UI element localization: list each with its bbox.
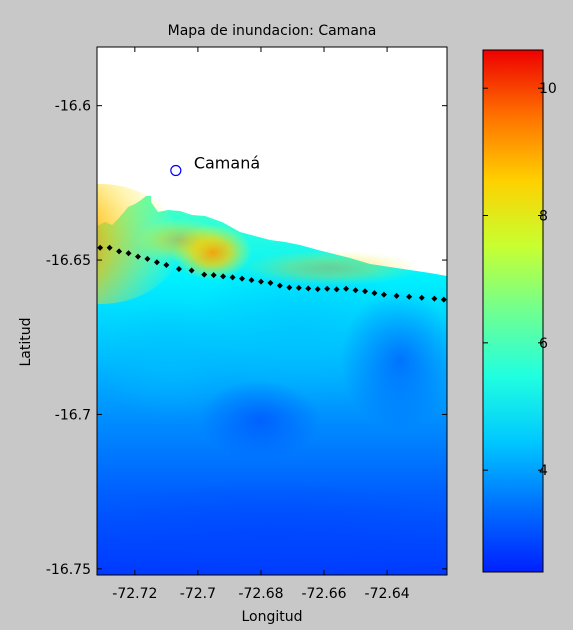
x-tick-label: -72.64 <box>365 586 410 602</box>
coastline-point <box>257 278 264 285</box>
coastline-point <box>239 275 246 282</box>
coastline-point <box>286 284 293 291</box>
x-tick-label: -72.66 <box>301 586 346 602</box>
coastline-point <box>431 295 438 302</box>
coastline-point <box>116 248 123 255</box>
hot-spot <box>240 250 420 286</box>
city-label: Camaná <box>194 154 260 173</box>
colorbar-ticks: 4 6 8 10 <box>483 81 557 479</box>
coastline-point <box>153 259 160 266</box>
coastline-point <box>106 244 113 251</box>
coastline-point <box>324 285 331 292</box>
x-tick-label: -72.72 <box>112 586 157 602</box>
coastline-point <box>188 267 195 274</box>
coastline-point <box>248 277 255 284</box>
coastline-point <box>175 266 182 273</box>
colorbar-tick-label: 4 <box>539 463 548 479</box>
coastline-point <box>352 287 359 294</box>
city-marker <box>170 164 182 177</box>
chart-title: Mapa de inundacion: Camana <box>168 23 377 39</box>
y-axis-label: Latitud <box>18 317 34 366</box>
coastline-point <box>134 253 141 260</box>
cool-lobe <box>100 300 240 420</box>
coastline-point <box>362 288 369 295</box>
coastline-point <box>144 255 151 262</box>
city-annotation-layer: Camaná <box>170 154 260 177</box>
coastline-point <box>343 285 350 292</box>
y-tick-label: -16.7 <box>55 407 91 423</box>
coastline-point <box>393 292 400 299</box>
coastline-point <box>406 293 413 300</box>
hot-spot <box>135 218 225 262</box>
coastline-point <box>267 279 274 286</box>
y-axis-ticks: -16.6 -16.65 -16.7 -16.75 <box>46 99 447 578</box>
deep-lobe <box>340 290 447 430</box>
coastline-point <box>440 296 447 303</box>
deep-lobe <box>97 480 447 575</box>
coastline-point <box>295 284 302 291</box>
coastline-point <box>229 274 236 281</box>
y-tick-label: -16.6 <box>55 99 91 115</box>
x-tick-label: -72.7 <box>180 586 216 602</box>
coastline-point <box>220 273 227 280</box>
coastline-point <box>97 244 104 251</box>
coastline-point <box>305 285 312 292</box>
coastline-point <box>276 282 283 289</box>
axes-frame <box>96 46 448 576</box>
colorbar-tick-label: 8 <box>539 209 548 225</box>
x-axis-label: Longitud <box>241 609 302 625</box>
coastline-point <box>163 261 170 268</box>
coastline-point <box>210 272 217 279</box>
coastline-point <box>201 271 208 278</box>
coastline-point <box>333 286 340 293</box>
coastline-point <box>371 290 378 297</box>
y-tick-label: -16.65 <box>46 253 91 269</box>
y-tick-label: -16.75 <box>46 562 91 578</box>
x-tick-label: -72.68 <box>238 586 283 602</box>
coastline-point <box>380 291 387 298</box>
deep-lobe <box>200 380 320 460</box>
coastline-markers <box>97 244 447 303</box>
x-axis-ticks: -72.72 -72.7 -72.68 -72.66 -72.64 <box>112 47 410 602</box>
colorbar <box>482 49 544 573</box>
colorbar-tick-label: 10 <box>539 81 557 97</box>
coastline-point <box>314 286 321 293</box>
coastline-point <box>418 294 425 301</box>
colorbar-tick-label: 6 <box>539 336 548 352</box>
coastline-point <box>125 250 132 257</box>
